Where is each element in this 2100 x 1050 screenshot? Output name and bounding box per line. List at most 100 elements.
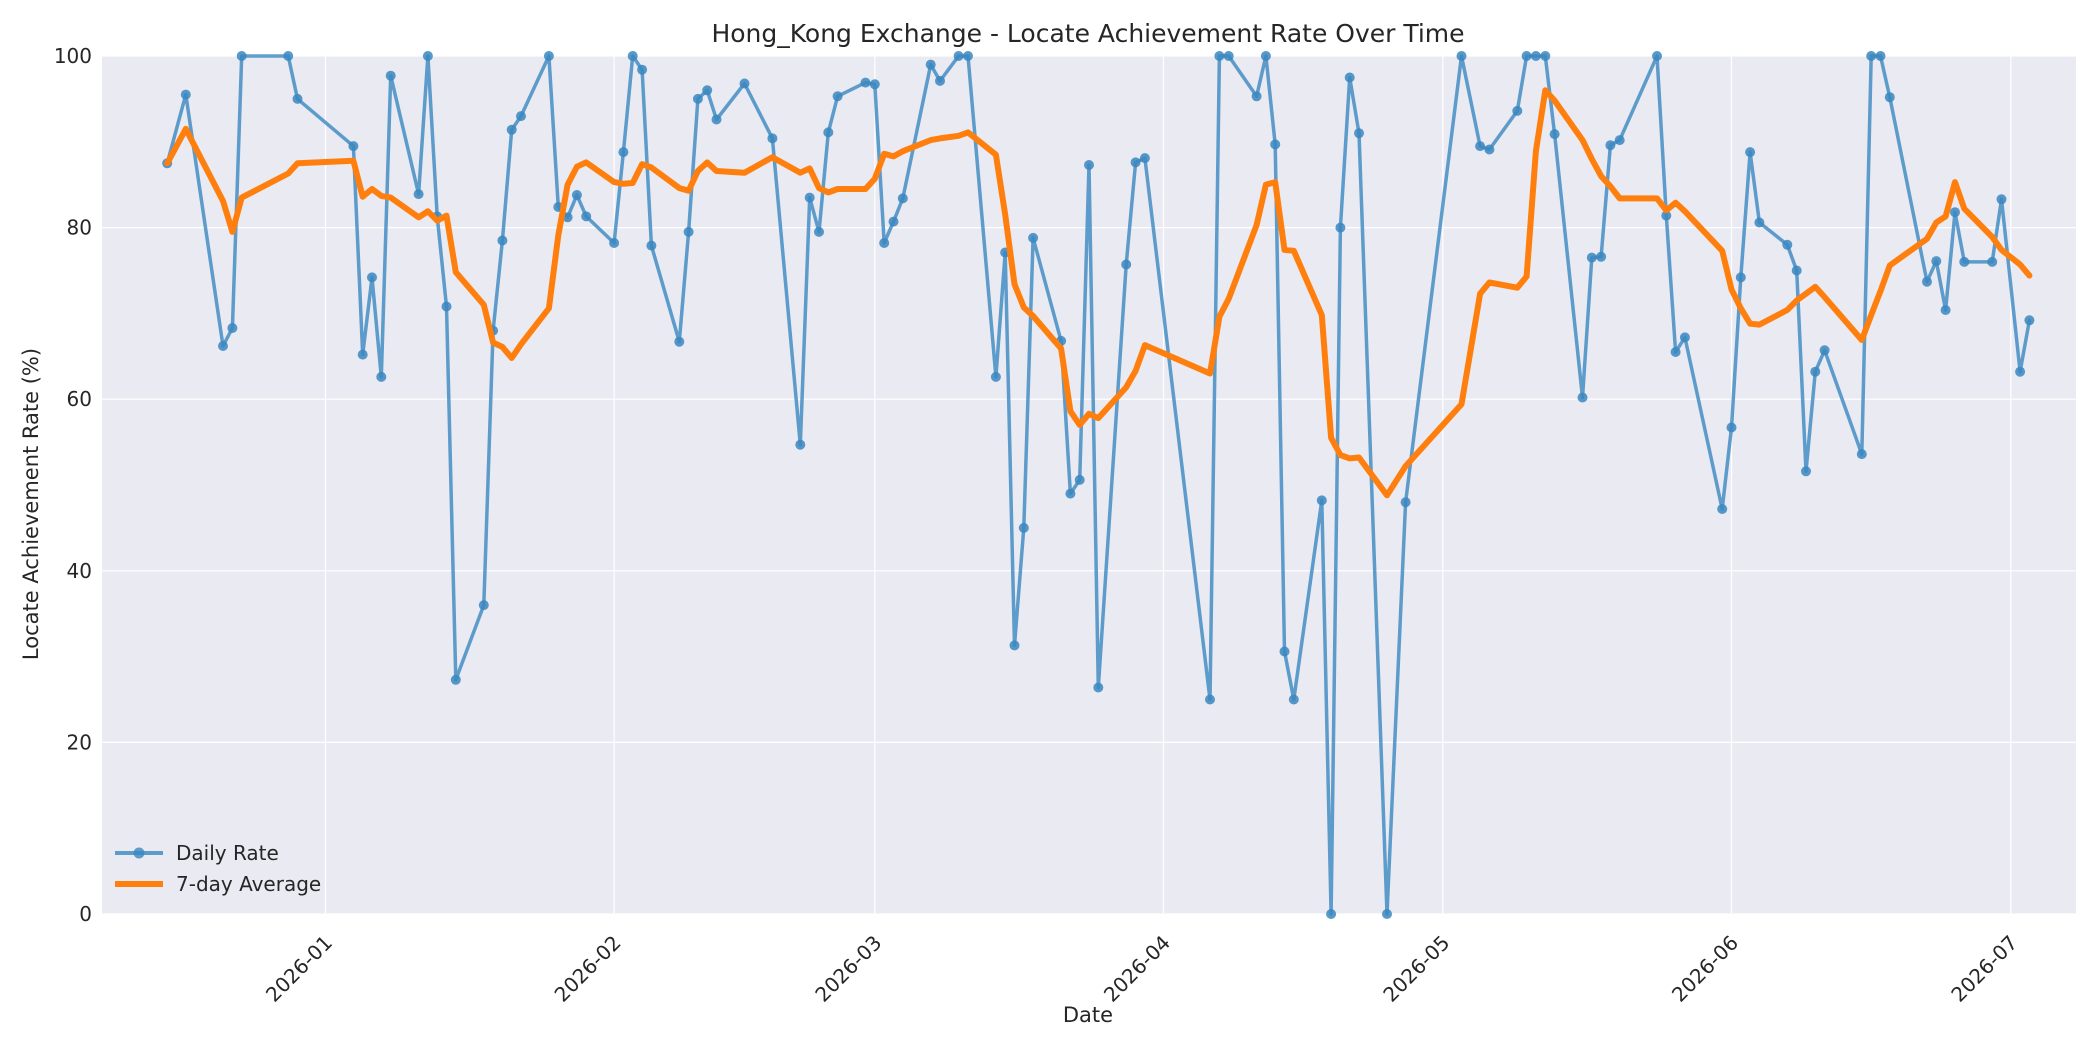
- daily-rate-point: [1940, 305, 1951, 315]
- daily-rate-point: [506, 124, 517, 135]
- daily-rate-point: [1139, 153, 1150, 164]
- daily-rate-point: [1922, 276, 1932, 287]
- daily-rate-point: [692, 93, 703, 104]
- daily-rate-point: [1018, 522, 1029, 533]
- daily-rate-point: [413, 189, 424, 200]
- y-tick-label: 0: [79, 902, 92, 926]
- daily-rate-point: [1810, 366, 1821, 377]
- daily-rate-point: [1801, 466, 1811, 477]
- daily-rate-point: [1866, 51, 1877, 61]
- daily-rate-point: [1875, 51, 1886, 61]
- daily-rate-point: [739, 78, 750, 89]
- daily-rate-point: [1791, 265, 1802, 276]
- daily-rate-point: [348, 141, 359, 152]
- daily-rate-point: [218, 341, 228, 351]
- daily-rate-point: [1475, 141, 1486, 152]
- daily-rate-point: [1028, 232, 1039, 243]
- daily-rate-point: [990, 371, 1001, 382]
- daily-rate-point: [1735, 272, 1746, 283]
- daily-rate-point: [1279, 646, 1290, 657]
- daily-rate-point: [1521, 51, 1532, 61]
- daily-rate-point: [1959, 256, 1970, 267]
- daily-rate-point: [1652, 51, 1662, 61]
- daily-rate-point: [702, 85, 713, 96]
- daily-rate-point: [1288, 694, 1299, 705]
- daily-rate-point: [1679, 332, 1690, 343]
- daily-rate-point: [767, 133, 778, 144]
- daily-rate-point: [953, 51, 964, 61]
- daily-rate-point: [963, 51, 973, 61]
- daily-rate-point: [2024, 315, 2035, 326]
- daily-rate-point: [627, 51, 638, 61]
- chart-title: Hong_Kong Exchange - Locate Achievement …: [711, 19, 1464, 48]
- y-tick-label: 100: [54, 44, 92, 68]
- daily-rate-point: [1260, 51, 1271, 61]
- daily-rate-point: [1400, 497, 1411, 508]
- daily-rate-point: [618, 147, 629, 158]
- daily-rate-point: [935, 75, 945, 86]
- daily-rate-point: [860, 77, 871, 88]
- daily-rate-point: [1093, 682, 1104, 693]
- daily-rate-point: [609, 238, 620, 248]
- daily-rate-point: [1884, 92, 1895, 103]
- daily-rate-point: [376, 371, 387, 382]
- daily-rate-point: [478, 600, 489, 611]
- daily-rate-point: [1819, 345, 1830, 356]
- daily-rate-point: [1326, 909, 1337, 919]
- daily-rate-point: [1661, 210, 1672, 221]
- daily-rate-point: [180, 89, 191, 100]
- daily-rate-point: [646, 240, 657, 251]
- daily-rate-point: [1223, 51, 1234, 61]
- daily-rate-point: [711, 114, 722, 125]
- daily-rate-point: [804, 192, 815, 203]
- daily-rate-point: [357, 349, 368, 360]
- daily-rate-point: [674, 336, 685, 347]
- daily-rate-point: [1354, 128, 1364, 139]
- daily-rate-point: [1530, 51, 1541, 61]
- daily-rate-point: [367, 272, 377, 283]
- y-axis-label: Locate Achievement Rate (%): [19, 348, 43, 660]
- daily-rate-point: [441, 301, 452, 312]
- daily-rate-point: [1270, 139, 1281, 150]
- daily-rate-point: [823, 127, 834, 138]
- daily-rate-point: [422, 51, 433, 61]
- daily-rate-point: [1717, 504, 1728, 514]
- daily-rate-point: [1484, 144, 1495, 155]
- legend-daily-marker: [133, 847, 145, 859]
- daily-rate-point: [1726, 422, 1737, 433]
- daily-rate-point: [1205, 694, 1215, 705]
- daily-rate-point: [1512, 105, 1523, 116]
- daily-rate-point: [1214, 51, 1225, 61]
- daily-rate-point: [1121, 259, 1132, 270]
- daily-rate-point: [832, 91, 843, 102]
- daily-rate-point: [1856, 449, 1867, 460]
- y-tick-label: 80: [67, 216, 92, 240]
- daily-rate-point: [1586, 252, 1597, 263]
- x-axis-label: Date: [1063, 1003, 1113, 1027]
- series-layer: [162, 51, 2035, 919]
- daily-rate-point: [1670, 347, 1681, 357]
- daily-rate-point: [1316, 495, 1327, 506]
- legend: Daily Rate 7-day Average: [115, 841, 321, 896]
- daily-rate-point: [1251, 91, 1262, 102]
- daily-rate-point: [869, 79, 880, 90]
- daily-rate-point: [897, 193, 908, 204]
- daily-rate-point: [1987, 256, 1998, 267]
- daily-rate-point: [1549, 129, 1560, 140]
- daily-rate-point: [637, 64, 648, 75]
- daily-rate-point: [814, 226, 824, 237]
- daily-rate-point: [543, 51, 554, 61]
- daily-rate-point: [1009, 640, 1020, 651]
- y-tick-label: 40: [67, 559, 92, 583]
- daily-rate-point: [227, 323, 238, 333]
- daily-rate-point: [283, 51, 294, 61]
- daily-rate-point: [292, 93, 303, 104]
- daily-rate-point: [1074, 474, 1085, 485]
- daily-rate-point: [1931, 256, 1942, 267]
- y-tick-label: 60: [67, 387, 92, 411]
- daily-rate-point: [1996, 194, 2007, 205]
- legend-average-label: 7-day Average: [176, 872, 321, 896]
- daily-rate-point: [1605, 140, 1616, 151]
- daily-rate-point: [1344, 72, 1355, 83]
